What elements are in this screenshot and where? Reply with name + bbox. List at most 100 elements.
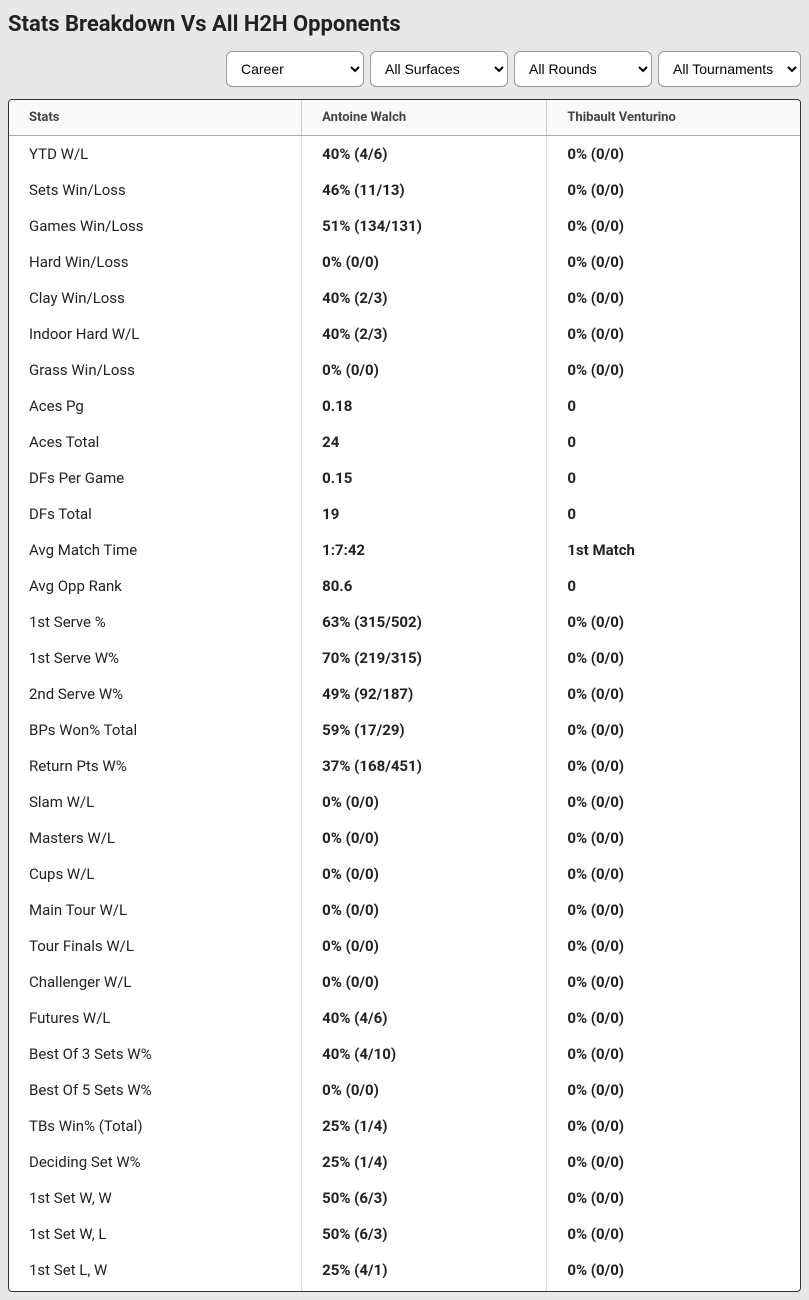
stat-value: 0% (0/0) (547, 928, 800, 964)
table-row: Hard Win/Loss0% (0/0)0% (0/0) (9, 244, 800, 280)
stat-value: 0% (0/0) (302, 820, 547, 856)
stat-label: Avg Match Time (9, 532, 302, 568)
stat-label: 1st Set W, W (9, 1180, 302, 1216)
table-row: 1st Serve W%70% (219/315)0% (0/0) (9, 640, 800, 676)
stat-label: Aces Total (9, 424, 302, 460)
table-row: Indoor Hard W/L40% (2/3)0% (0/0) (9, 316, 800, 352)
stat-value: 25% (1/4) (302, 1108, 547, 1144)
stat-label: Challenger W/L (9, 964, 302, 1000)
stat-value: 50% (6/3) (302, 1216, 547, 1252)
stat-label: Masters W/L (9, 820, 302, 856)
stat-value: 80.6 (302, 568, 547, 604)
stat-value: 0.18 (302, 388, 547, 424)
stat-value: 40% (2/3) (302, 280, 547, 316)
stat-value: 0% (0/0) (547, 1036, 800, 1072)
table-row: Deciding Set W%25% (1/4)0% (0/0) (9, 1144, 800, 1180)
stat-label: Grass Win/Loss (9, 352, 302, 388)
table-row: Return Pts W%37% (168/451)0% (0/0) (9, 748, 800, 784)
stat-label: YTD W/L (9, 136, 302, 173)
stat-value: 0% (0/0) (302, 892, 547, 928)
stat-value: 0% (0/0) (547, 676, 800, 712)
table-row: Tour Finals W/L0% (0/0)0% (0/0) (9, 928, 800, 964)
stat-label: Main Tour W/L (9, 892, 302, 928)
stat-value: 0% (0/0) (547, 280, 800, 316)
stat-value: 49% (92/187) (302, 676, 547, 712)
stat-value: 1st Match (547, 532, 800, 568)
stat-label: Hard Win/Loss (9, 244, 302, 280)
stat-value: 0 (547, 424, 800, 460)
stat-value: 1:7:42 (302, 532, 547, 568)
stat-value: 0% (0/0) (302, 1072, 547, 1108)
stat-label: Best Of 5 Sets W% (9, 1072, 302, 1108)
stat-label: Aces Pg (9, 388, 302, 424)
stat-label: Slam W/L (9, 784, 302, 820)
stat-value: 0% (0/0) (547, 856, 800, 892)
stat-label: Tour Finals W/L (9, 928, 302, 964)
stat-label: 1st Set W, L (9, 1216, 302, 1252)
stat-value: 0% (0/0) (302, 784, 547, 820)
col-stats: Stats (9, 100, 302, 136)
stat-label: Games Win/Loss (9, 208, 302, 244)
stat-value: 0% (0/0) (302, 856, 547, 892)
table-row: Best Of 5 Sets W%0% (0/0)0% (0/0) (9, 1072, 800, 1108)
stat-label: Cups W/L (9, 856, 302, 892)
table-row: Avg Opp Rank80.60 (9, 568, 800, 604)
stat-value: 0% (0/0) (547, 1180, 800, 1216)
table-row: 1st Set W, L50% (6/3)0% (0/0) (9, 1216, 800, 1252)
tournament-select[interactable]: All Tournaments (658, 51, 801, 87)
stat-value: 37% (168/451) (302, 748, 547, 784)
stat-value: 0% (0/0) (547, 748, 800, 784)
stats-table: Stats Antoine Walch Thibault Venturino Y… (9, 100, 800, 1291)
table-row: TBs Win% (Total)25% (1/4)0% (0/0) (9, 1108, 800, 1144)
stat-value: 40% (4/6) (302, 1000, 547, 1036)
table-row: Main Tour W/L0% (0/0)0% (0/0) (9, 892, 800, 928)
stat-value: 70% (219/315) (302, 640, 547, 676)
stat-label: DFs Per Game (9, 460, 302, 496)
table-row: Games Win/Loss51% (134/131)0% (0/0) (9, 208, 800, 244)
stat-value: 0% (0/0) (547, 1252, 800, 1291)
stat-value: 25% (4/1) (302, 1252, 547, 1291)
stat-value: 0% (0/0) (547, 316, 800, 352)
stat-label: BPs Won% Total (9, 712, 302, 748)
stat-value: 0 (547, 388, 800, 424)
stat-value: 0% (0/0) (547, 820, 800, 856)
stat-label: Sets Win/Loss (9, 172, 302, 208)
col-player2: Thibault Venturino (547, 100, 800, 136)
table-row: BPs Won% Total59% (17/29)0% (0/0) (9, 712, 800, 748)
table-row: DFs Total190 (9, 496, 800, 532)
stat-value: 0% (0/0) (547, 964, 800, 1000)
stat-label: 1st Serve W% (9, 640, 302, 676)
table-row: 1st Set W, W50% (6/3)0% (0/0) (9, 1180, 800, 1216)
table-row: Grass Win/Loss0% (0/0)0% (0/0) (9, 352, 800, 388)
stat-value: 50% (6/3) (302, 1180, 547, 1216)
surface-select[interactable]: All Surfaces (370, 51, 508, 87)
stat-value: 0% (0/0) (547, 244, 800, 280)
stat-label: 2nd Serve W% (9, 676, 302, 712)
stat-value: 59% (17/29) (302, 712, 547, 748)
table-row: Cups W/L0% (0/0)0% (0/0) (9, 856, 800, 892)
page-title: Stats Breakdown Vs All H2H Opponents (8, 12, 801, 37)
stat-value: 0% (0/0) (547, 208, 800, 244)
stat-label: DFs Total (9, 496, 302, 532)
round-select[interactable]: All Rounds (514, 51, 652, 87)
stat-value: 0% (0/0) (547, 604, 800, 640)
stats-table-container: Stats Antoine Walch Thibault Venturino Y… (8, 99, 801, 1292)
stat-value: 0% (0/0) (547, 136, 800, 173)
stat-value: 0 (547, 496, 800, 532)
stat-label: Deciding Set W% (9, 1144, 302, 1180)
stat-label: Futures W/L (9, 1000, 302, 1036)
table-row: Clay Win/Loss40% (2/3)0% (0/0) (9, 280, 800, 316)
stat-value: 0% (0/0) (547, 712, 800, 748)
period-select[interactable]: Career (226, 51, 364, 87)
table-row: DFs Per Game0.150 (9, 460, 800, 496)
stat-label: Best Of 3 Sets W% (9, 1036, 302, 1072)
table-row: 1st Serve %63% (315/502)0% (0/0) (9, 604, 800, 640)
stat-value: 0% (0/0) (302, 352, 547, 388)
table-row: Avg Match Time1:7:421st Match (9, 532, 800, 568)
stat-value: 0% (0/0) (547, 1072, 800, 1108)
stat-value: 40% (4/10) (302, 1036, 547, 1072)
table-row: Masters W/L0% (0/0)0% (0/0) (9, 820, 800, 856)
table-row: Sets Win/Loss46% (11/13)0% (0/0) (9, 172, 800, 208)
stat-value: 40% (4/6) (302, 136, 547, 173)
stat-label: Return Pts W% (9, 748, 302, 784)
